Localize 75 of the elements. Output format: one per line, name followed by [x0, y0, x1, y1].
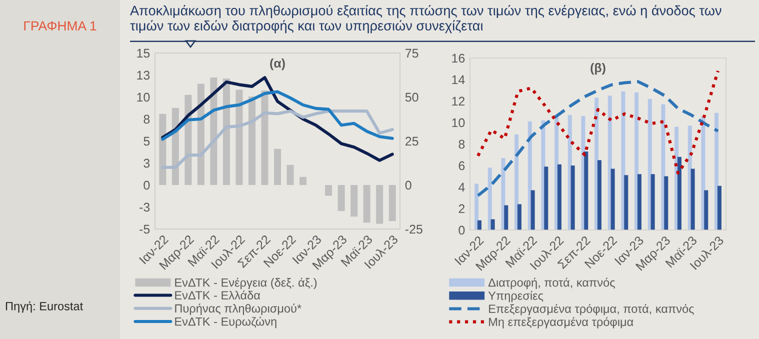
- bar: [637, 174, 642, 230]
- line-series: [476, 80, 720, 198]
- y-tick-label: 2: [458, 204, 465, 214]
- y-tick-label: 3: [144, 158, 150, 168]
- y-tick-label: 8: [458, 140, 465, 149]
- bar: [544, 166, 548, 230]
- legend-label: ΕνΔΤΚ - Ευρωζώνη: [175, 316, 276, 328]
- legend-label: Υπηρεσίες: [488, 290, 544, 302]
- y-tick-label: 15: [137, 48, 150, 58]
- y-tick-label: 8: [144, 114, 150, 124]
- bar: [363, 185, 370, 223]
- text: Πηγή: Eurostat: [6, 301, 83, 313]
- chart-title: (α): [270, 58, 285, 70]
- bar: [474, 184, 479, 230]
- bar: [300, 176, 307, 185]
- bar: [159, 114, 166, 185]
- y-tick-label: 13: [137, 70, 150, 80]
- bar: [517, 204, 522, 230]
- bar: [650, 174, 655, 230]
- text: ΓΡΑΦΗΜΑ 1: [24, 21, 96, 30]
- bar: [501, 158, 506, 230]
- y-tick-label: 0: [458, 226, 465, 235]
- bar: [261, 90, 268, 185]
- bar: [236, 90, 243, 185]
- bar: [477, 220, 482, 230]
- y2-tick-label: -25: [405, 224, 422, 234]
- bar: [664, 176, 668, 230]
- bar: [570, 166, 575, 230]
- bar: [490, 219, 495, 230]
- chart-title: (β): [590, 62, 606, 75]
- bar: [557, 164, 562, 230]
- bar: [530, 190, 535, 230]
- bar: [677, 156, 682, 230]
- bar: [597, 160, 602, 230]
- bar: [350, 185, 358, 217]
- bar: [248, 96, 256, 185]
- line-series: [161, 90, 394, 141]
- y2-tick-label: 0: [405, 180, 412, 190]
- y-tick-label: 14: [452, 75, 465, 84]
- legend-label: Πυρήνας πληθωρισμού*: [175, 304, 302, 315]
- text: Αποκλιμάκωση του πληθωρισμού εξαιτίας της πτώσης των τιμών της ενέργειας, ενώ η άνοδος των τιμών των ειδών διατροφής και των υπηρεσιών συνεχίζεται: [130, 5, 722, 34]
- bar: [690, 168, 695, 230]
- legend-label: Μη επεξεργασμένα τρόφιμα: [489, 317, 634, 328]
- legend-label: ΕνΔΤΚ - Ενέργεια (δεξ. άξ.): [175, 278, 317, 290]
- bar: [286, 164, 294, 185]
- bar: [584, 152, 588, 230]
- y-tick-label: -3: [140, 202, 150, 212]
- bar: [388, 185, 396, 222]
- bar: [222, 78, 230, 185]
- bar: [610, 168, 615, 230]
- bar: [704, 190, 708, 230]
- y-tick-label: -5: [140, 224, 150, 234]
- y-tick-label: 16: [452, 54, 465, 63]
- bar: [325, 185, 332, 196]
- y-tick-label: 6: [458, 161, 465, 170]
- y-tick-label: 5: [144, 136, 150, 146]
- y-tick-label: 12: [452, 96, 465, 106]
- bar: [274, 148, 282, 185]
- line-series: [161, 110, 394, 169]
- bar: [376, 185, 384, 224]
- y-tick-label: 10: [452, 118, 465, 128]
- y2-tick-label: 75: [406, 48, 418, 58]
- bar: [624, 175, 628, 230]
- legend-label: Επεξεργασμένα τρόφιμα, ποτά, καπνός: [489, 304, 694, 316]
- bar: [488, 168, 492, 230]
- y-tick-label: 10: [137, 92, 150, 102]
- bar: [504, 205, 508, 230]
- legend-label: ΕνΔΤΚ - Ελλάδα: [175, 290, 260, 300]
- legend-label: Διατροφή, ποτά, καπνός: [488, 278, 615, 290]
- bar: [338, 185, 345, 212]
- y-tick-label: 4: [458, 182, 465, 192]
- y2-tick-label: 25: [405, 136, 418, 146]
- y2-tick-label: 50: [405, 92, 418, 102]
- y-tick-label: 0: [144, 180, 150, 190]
- bar: [717, 186, 722, 230]
